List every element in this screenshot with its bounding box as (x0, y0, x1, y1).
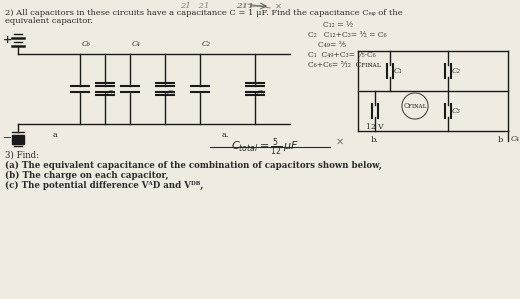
Text: b: b (497, 136, 503, 144)
Text: C₁  C₄₉+C₃= ⁷⁄₅·C₆: C₁ C₄₉+C₃= ⁷⁄₅·C₆ (308, 51, 376, 59)
Text: 2) All capacitors in these circuits have a capacitance C = 1 μF. Find the capaci: 2) All capacitors in these circuits have… (5, 9, 402, 17)
Text: C₂   C₁₂+C₃= ³⁄₂ = C₆: C₂ C₁₂+C₃= ³⁄₂ = C₆ (308, 31, 387, 39)
Text: C₁: C₁ (394, 67, 403, 75)
Text: b.: b. (371, 136, 379, 144)
Text: C₆: C₆ (82, 40, 91, 48)
Text: a.: a. (221, 131, 229, 139)
Text: +: + (3, 35, 12, 45)
Text: 3) Find:: 3) Find: (5, 151, 39, 160)
Text: C₃: C₃ (452, 107, 461, 115)
Text: a: a (53, 131, 57, 139)
Text: (c) The potential difference VᴬD and Vᴰᴮ,: (c) The potential difference VᴬD and Vᴰᴮ… (5, 181, 203, 190)
Text: $C_{total} = \frac{5}{12}\,\mu F$: $C_{total} = \frac{5}{12}\,\mu F$ (231, 137, 299, 158)
Text: C₁₂ = ½: C₁₂ = ½ (323, 21, 353, 29)
Text: C₅: C₅ (107, 89, 116, 97)
Text: C₄₉= ²⁄₅: C₄₉= ²⁄₅ (318, 41, 346, 49)
Text: (a) The equivalent capacitance of the combination of capacitors shown below,: (a) The equivalent capacitance of the co… (5, 161, 382, 170)
Text: C₄: C₄ (511, 135, 520, 143)
Text: (b) The charge on each capacitor,: (b) The charge on each capacitor, (5, 171, 168, 180)
Text: −: − (3, 133, 12, 143)
Text: C₄: C₄ (132, 40, 141, 48)
Text: C₂: C₂ (202, 40, 211, 48)
Text: C₁: C₁ (257, 89, 266, 97)
Text: C₆+C₆= ⁵⁄₁₂  Cꜰɪɴᴀʟ: C₆+C₆= ⁵⁄₁₂ Cꜰɪɴᴀʟ (308, 61, 381, 69)
Text: Cꜰɪɴᴀʟ: Cꜰɪɴᴀʟ (404, 102, 427, 110)
Text: C₃: C₃ (167, 89, 176, 97)
Text: 12 V: 12 V (366, 123, 384, 131)
Text: 211: 211 (236, 2, 254, 10)
Text: ✕: ✕ (336, 137, 344, 147)
Bar (12, 135, 24, 144)
Text: equivalent capacitor.: equivalent capacitor. (5, 17, 93, 25)
Text: 21   21: 21 21 (180, 2, 210, 10)
Text: ✕: ✕ (275, 2, 281, 11)
Text: C₂: C₂ (452, 67, 461, 75)
